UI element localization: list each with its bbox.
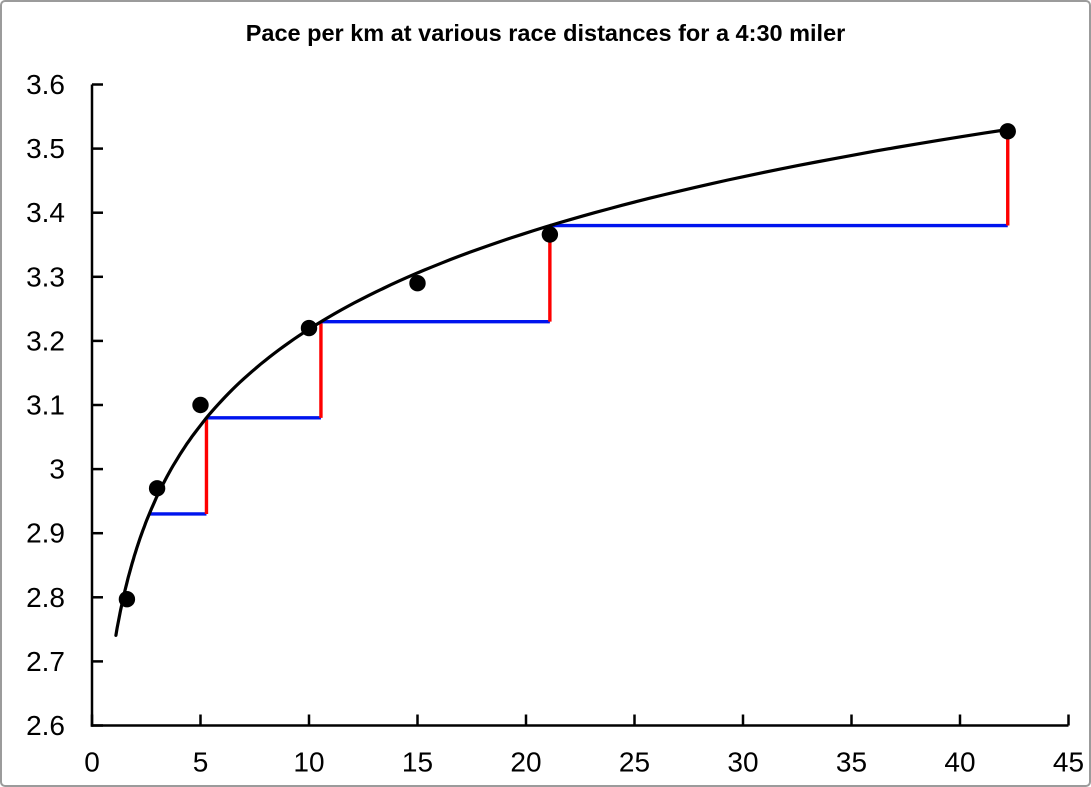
data-point bbox=[999, 123, 1016, 140]
y-tick-label: 2.6 bbox=[26, 710, 65, 741]
x-tick-label: 35 bbox=[836, 747, 867, 778]
x-tick-label: 45 bbox=[1053, 747, 1084, 778]
y-tick-label: 3.6 bbox=[26, 69, 65, 100]
chart-title: Pace per km at various race distances fo… bbox=[245, 20, 846, 46]
y-tick-label: 2.8 bbox=[26, 582, 65, 613]
data-point bbox=[148, 480, 166, 497]
y-tick-label: 3.1 bbox=[26, 390, 65, 421]
data-point bbox=[192, 396, 209, 414]
y-tick-label: 3.5 bbox=[26, 133, 65, 164]
data-point bbox=[300, 319, 318, 337]
data-point bbox=[118, 591, 136, 608]
x-tick-label: 0 bbox=[84, 747, 100, 778]
x-tick-label: 30 bbox=[727, 747, 758, 778]
x-tick-label: 40 bbox=[944, 747, 975, 778]
y-tick-label: 3.3 bbox=[26, 261, 65, 292]
trend-curve bbox=[114, 127, 1010, 638]
data-point bbox=[541, 226, 559, 243]
y-tick-label: 2.7 bbox=[26, 646, 65, 677]
x-tick-label: 10 bbox=[293, 747, 324, 778]
x-tick-label: 20 bbox=[510, 747, 541, 778]
y-tick-label: 3.2 bbox=[26, 325, 65, 356]
x-tick-label: 15 bbox=[402, 747, 433, 778]
y-tick-label: 2.9 bbox=[26, 518, 65, 549]
y-tick-label: 3 bbox=[49, 454, 65, 485]
x-tick-label: 25 bbox=[619, 747, 650, 778]
y-tick-label: 3.4 bbox=[26, 197, 65, 228]
x-tick-label: 5 bbox=[193, 747, 209, 778]
data-point bbox=[409, 275, 426, 292]
